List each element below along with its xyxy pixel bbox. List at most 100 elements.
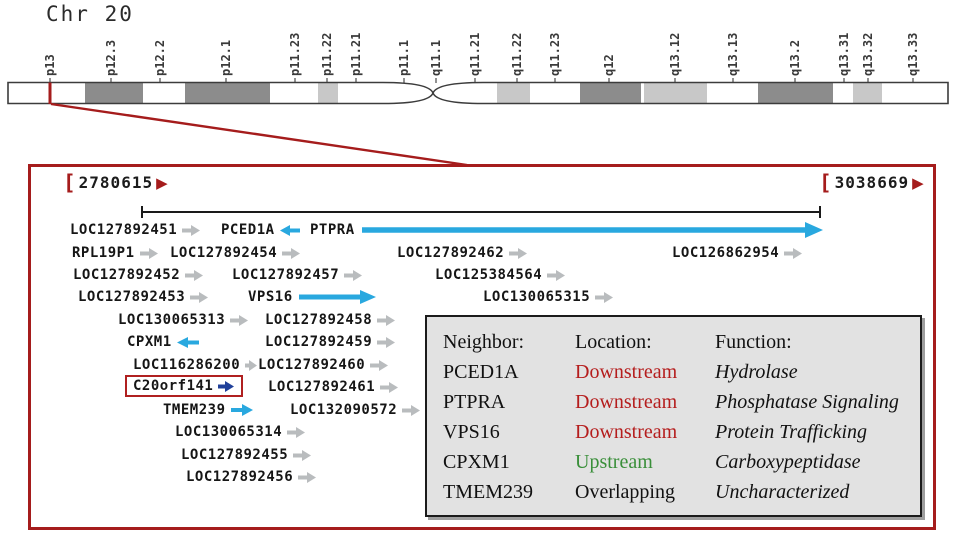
- end-position-value: 3038669: [834, 173, 910, 192]
- band-label-q13-32: q13.32: [861, 32, 875, 76]
- gene-label: CPXM1: [127, 334, 172, 350]
- band-label-p13: p13: [43, 54, 57, 76]
- gene-label: LOC127892459: [265, 334, 373, 350]
- gene-label: LOC127892461: [268, 379, 376, 395]
- gene-label: LOC126862954: [672, 245, 780, 261]
- start-position-value: 2780615: [78, 173, 154, 192]
- band-label-p11-22: p11.22: [320, 32, 334, 76]
- gene-label: LOC127892454: [170, 245, 278, 261]
- gene-label: LOC127892458: [265, 312, 373, 328]
- gene-loc127892459: LOC127892459: [265, 333, 396, 351]
- table-cell-function: Carboxypeptidase: [715, 450, 861, 473]
- chromosome-outline: [7, 81, 949, 105]
- table-cell-neighbor: TMEM239: [443, 480, 533, 503]
- flag-icon: ▶: [912, 173, 924, 192]
- gene-loc127892460: LOC127892460: [258, 356, 389, 374]
- table-cell-function: Hydrolase: [715, 360, 798, 383]
- gene-label: LOC127892462: [397, 245, 505, 261]
- gene-label: TMEM239: [163, 402, 226, 418]
- table-cell-neighbor: CPXM1: [443, 450, 510, 473]
- range-line: [141, 206, 821, 218]
- band-label-q11-1: q11.1: [429, 39, 443, 76]
- gene-loc127892452: LOC127892452: [73, 266, 204, 284]
- gene-label: PTPRA: [310, 222, 355, 238]
- gene-label: C20orf141: [133, 378, 214, 394]
- table-cell-location: Downstream: [575, 390, 678, 413]
- gray-right-arrow-icon: [230, 314, 249, 326]
- gene-c20orf141-highlight: C20orf141: [125, 375, 244, 397]
- gene-loc127892451: LOC127892451: [70, 221, 201, 239]
- locus-marker-and-connector: [48, 82, 468, 167]
- band-label-p12-3: p12.3: [104, 39, 118, 76]
- gray-right-arrow-icon: [282, 247, 301, 259]
- band-label-q11-23: q11.23: [548, 32, 562, 76]
- table-cell-function: Protein Trafficking: [715, 420, 868, 443]
- table-cell-location: Downstream: [575, 420, 678, 443]
- gene-label: LOC127892452: [73, 267, 181, 283]
- gene-loc130065315: LOC130065315: [483, 288, 614, 306]
- gene-loc127892455: LOC127892455: [181, 446, 312, 464]
- table-cell-neighbor: VPS16: [443, 420, 500, 443]
- gene-rpl19p1: RPL19P1: [72, 244, 159, 262]
- ptpra-strand-arrow-icon: [362, 222, 823, 238]
- table-cell-function: Phosphatase Signaling: [715, 390, 899, 413]
- gray-right-arrow-icon: [287, 426, 306, 438]
- band-label-q11-21: q11.21: [468, 32, 482, 76]
- gene-label: LOC130065314: [175, 424, 283, 440]
- region-start-coordinate: [ 2780615 ▶: [63, 172, 168, 193]
- gray-right-arrow-icon: [344, 269, 363, 281]
- gene-loc127892462: LOC127892462: [397, 244, 528, 262]
- neighbor-table: Neighbor: Location: Function: PCED1A Dow…: [425, 315, 922, 517]
- gene-label: LOC127892451: [70, 222, 178, 238]
- gene-label: LOC127892456: [186, 469, 294, 485]
- gene-loc116286200: LOC116286200: [133, 356, 258, 374]
- gene-label: LOC127892460: [258, 357, 366, 373]
- table-header-function: Function:: [715, 330, 792, 353]
- gene-loc127892454: LOC127892454: [170, 244, 301, 262]
- band-label-p12-1: p12.1: [219, 39, 233, 76]
- gene-label: LOC116286200: [133, 357, 241, 373]
- gene-loc130065314: LOC130065314: [175, 423, 306, 441]
- gene-cpxm1: CPXM1: [127, 333, 200, 351]
- cyan-left-arrow-icon: [279, 224, 300, 236]
- gene-loc127892453: LOC127892453: [78, 288, 209, 306]
- gene-label: LOC127892455: [181, 447, 289, 463]
- gene-tmem239: TMEM239: [163, 401, 254, 419]
- gray-right-arrow-icon: [547, 269, 566, 281]
- gene-loc126862954: LOC126862954: [672, 244, 803, 262]
- gene-pced1a: PCED1A: [221, 221, 301, 239]
- gene-loc127892458: LOC127892458: [265, 311, 396, 329]
- gray-right-arrow-icon: [185, 269, 204, 281]
- gene-label: LOC127892453: [78, 289, 186, 305]
- gray-right-arrow-icon: [784, 247, 803, 259]
- table-header-location: Location:: [575, 330, 652, 353]
- gene-label: LOC125384564: [435, 267, 543, 283]
- cytoband-fills: [85, 83, 882, 103]
- table-cell-location: Upstream: [575, 450, 653, 473]
- gray-right-arrow-icon: [402, 404, 421, 416]
- band-label-q12: q12: [602, 54, 616, 76]
- gray-right-arrow-icon: [509, 247, 528, 259]
- gray-right-arrow-icon: [245, 359, 258, 371]
- band-label-p11-23: p11.23: [288, 32, 302, 76]
- gene-loc127892457: LOC127892457: [232, 266, 363, 284]
- table-cell-neighbor: PCED1A: [443, 360, 519, 383]
- gray-right-arrow-icon: [182, 224, 201, 236]
- gray-right-arrow-icon: [298, 471, 317, 483]
- table-header-neighbor: Neighbor:: [443, 330, 525, 353]
- cyan-right-arrow-icon: [230, 404, 253, 416]
- band-label-q11-22: q11.22: [510, 32, 524, 76]
- gene-label: RPL19P1: [72, 245, 135, 261]
- gray-right-arrow-icon: [139, 247, 158, 259]
- page-title: Chr 20: [46, 2, 134, 26]
- gene-label: PCED1A: [221, 222, 275, 238]
- band-label-p11-21: p11.21: [349, 32, 363, 76]
- band-label-q13-13: q13.13: [726, 32, 740, 76]
- cyan-long-right-arrow-icon: [298, 290, 376, 304]
- navy-right-arrow-icon: [218, 380, 235, 392]
- band-label-q13-2: q13.2: [788, 39, 802, 76]
- gene-loc130065313: LOC130065313: [118, 311, 249, 329]
- zoom-region-box: [28, 164, 936, 530]
- flag-icon: ▶: [156, 173, 168, 192]
